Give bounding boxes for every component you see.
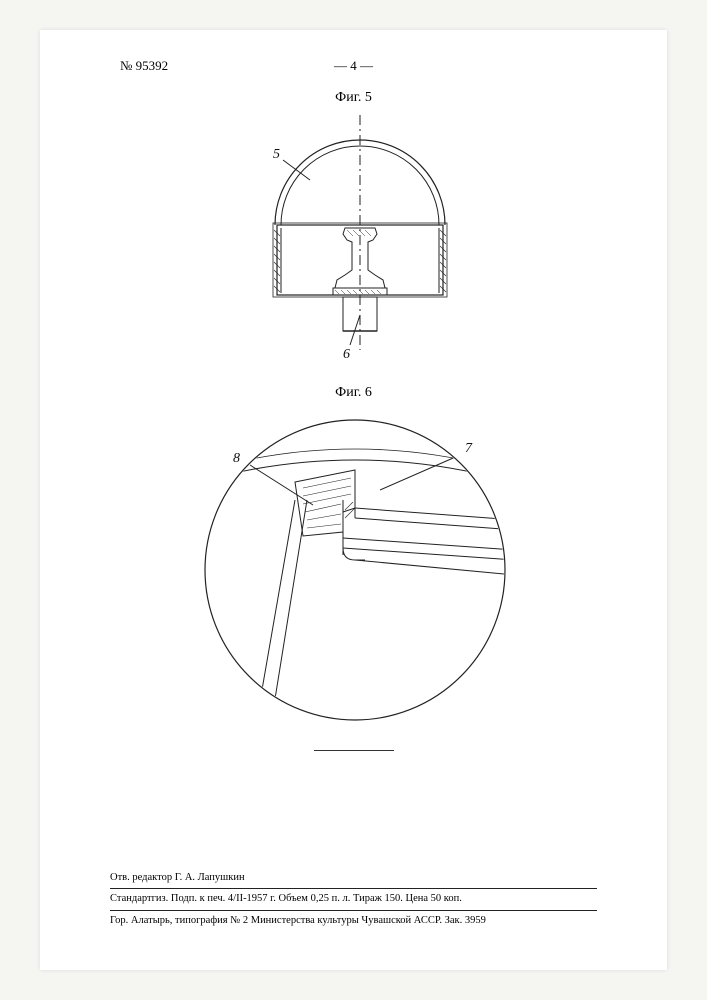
- figure-6-label: Фиг. 6: [335, 385, 372, 401]
- page-footer: Отв. редактор Г. А. Лапушкин Стандартгиз…: [110, 870, 597, 930]
- document-number: № 95392: [120, 58, 168, 74]
- footer-imprint: Стандартгиз. Подп. к печ. 4/II-1957 г. О…: [110, 888, 597, 908]
- figure-6: 8 7: [195, 410, 515, 730]
- section-divider: [314, 750, 394, 751]
- callout-8: 8: [233, 451, 240, 466]
- figure-5-label: Фиг. 5: [335, 90, 372, 106]
- page-number: — 4 —: [334, 58, 373, 74]
- callout-5: 5: [273, 147, 280, 162]
- footer-editor: Отв. редактор Г. А. Лапушкин: [110, 870, 597, 887]
- callout-7: 7: [465, 441, 473, 456]
- figure-5: 5 6: [255, 110, 465, 370]
- page: № 95392 — 4 — Фиг. 5: [40, 30, 667, 970]
- callout-6: 6: [343, 347, 350, 362]
- footer-printer: Гор. Алатырь, типография № 2 Министерств…: [110, 910, 597, 930]
